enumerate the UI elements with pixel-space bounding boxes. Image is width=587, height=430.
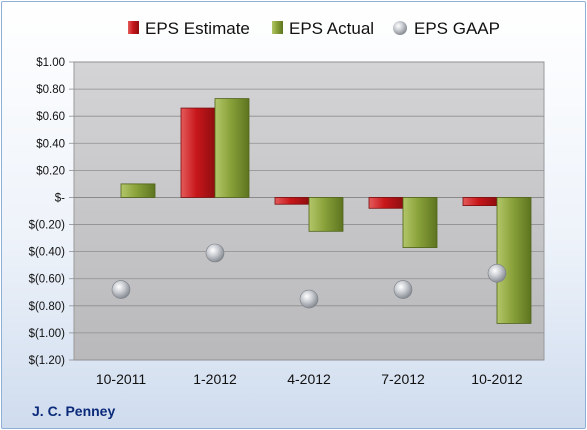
y-tick-label: $- bbox=[55, 192, 65, 204]
y-tick-label: $(0.20) bbox=[29, 220, 66, 232]
legend-label-eps-estimate: EPS Estimate bbox=[145, 19, 250, 38]
bar-eps-estimate-1-2012 bbox=[180, 107, 216, 198]
y-tick-label: $0.20 bbox=[36, 165, 65, 177]
legend-swatch-eps-estimate bbox=[128, 21, 139, 34]
y-tick-label: $(0.40) bbox=[29, 247, 66, 259]
legend-swatch-eps-actual bbox=[272, 21, 283, 34]
legend: EPS Estimate EPS Actual EPS GAAP bbox=[128, 19, 500, 38]
bar-eps-estimate-4-2012 bbox=[274, 197, 310, 205]
company-name: J. C. Penney bbox=[32, 403, 116, 419]
bar-eps-actual-7-2012 bbox=[402, 197, 438, 248]
y-tick-label: $(1.20) bbox=[29, 355, 66, 367]
point-eps-gaap-10-2012 bbox=[487, 264, 507, 283]
y-tick-label: $0.60 bbox=[36, 111, 65, 123]
y-tick-label: $0.80 bbox=[36, 84, 65, 96]
gridlines bbox=[69, 61, 544, 361]
y-tick-label: $1.00 bbox=[36, 57, 65, 69]
gaap-points bbox=[111, 243, 507, 309]
y-tick-label: $0.40 bbox=[36, 138, 65, 150]
x-axis-labels: 10-2011 1-2012 4-2012 7-2012 10-2012 bbox=[96, 371, 523, 387]
point-eps-gaap-1-2012 bbox=[205, 243, 225, 263]
legend-marker-eps-gaap bbox=[393, 21, 407, 35]
bar-eps-estimate-7-2012 bbox=[368, 197, 404, 209]
y-axis-labels: $1.00 $0.80 $0.60 $0.40 $0.20 $- $(0.20) $(0.40… bbox=[29, 57, 66, 367]
legend-label-eps-gaap: EPS GAAP bbox=[414, 19, 500, 38]
x-category-label: 4-2012 bbox=[287, 371, 331, 387]
y-tick-label: $(0.60) bbox=[29, 274, 66, 286]
bar-eps-actual-10-2012 bbox=[496, 197, 532, 324]
y-tick-label: $(1.00) bbox=[29, 328, 66, 340]
point-eps-gaap-7-2012 bbox=[393, 280, 413, 299]
x-category-label: 1-2012 bbox=[193, 371, 237, 387]
y-tick-label: $(0.80) bbox=[29, 301, 66, 313]
x-category-label: 10-2011 bbox=[96, 371, 147, 387]
bar-eps-actual-4-2012 bbox=[308, 197, 344, 232]
bar-eps-actual-10-2011 bbox=[120, 183, 156, 198]
x-category-label: 7-2012 bbox=[381, 371, 425, 387]
bar-eps-actual-1-2012 bbox=[214, 98, 250, 198]
point-eps-gaap-10-2011 bbox=[111, 280, 131, 299]
bar-eps-estimate-10-2012 bbox=[462, 197, 498, 206]
legend-label-eps-actual: EPS Actual bbox=[289, 19, 374, 38]
bars bbox=[120, 98, 532, 324]
x-category-label: 10-2012 bbox=[471, 371, 523, 387]
point-eps-gaap-4-2012 bbox=[299, 289, 319, 309]
